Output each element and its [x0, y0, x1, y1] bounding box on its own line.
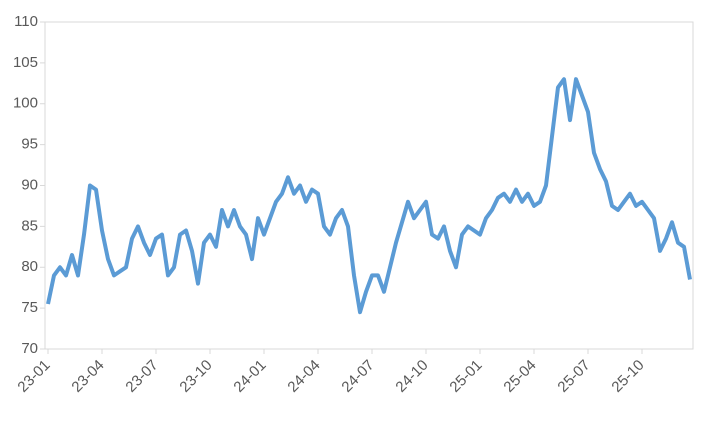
x-tick-label: 24-10: [392, 357, 431, 396]
y-tick-label: 90: [21, 176, 38, 193]
y-tick-label: 110: [14, 13, 38, 30]
x-tick-label: 25-04: [500, 357, 539, 396]
y-tick-label: 80: [21, 258, 38, 275]
x-tick-label: 23-04: [68, 357, 107, 396]
x-tick-label: 24-01: [230, 357, 269, 396]
x-tick-label: 23-07: [122, 357, 161, 396]
plot-frame: [44, 21, 694, 350]
y-tick-label: 70: [21, 340, 38, 357]
y-tick-label: 95: [21, 136, 38, 153]
y-tick-label: 100: [13, 95, 38, 112]
x-tick-label: 24-07: [338, 357, 377, 396]
data-line: [46, 77, 692, 315]
x-tick-label: 25-07: [554, 357, 593, 396]
x-tick-label: 25-10: [608, 357, 647, 396]
y-tick-label: 105: [13, 54, 38, 71]
y-tick-label: 85: [21, 217, 38, 234]
y-tick-label: 75: [21, 299, 38, 316]
x-tick-label: 25-01: [446, 357, 485, 396]
x-tick-label: 23-01: [14, 357, 53, 396]
x-tick-label: 23-10: [176, 357, 215, 396]
x-tick-label: 24-04: [284, 357, 323, 396]
